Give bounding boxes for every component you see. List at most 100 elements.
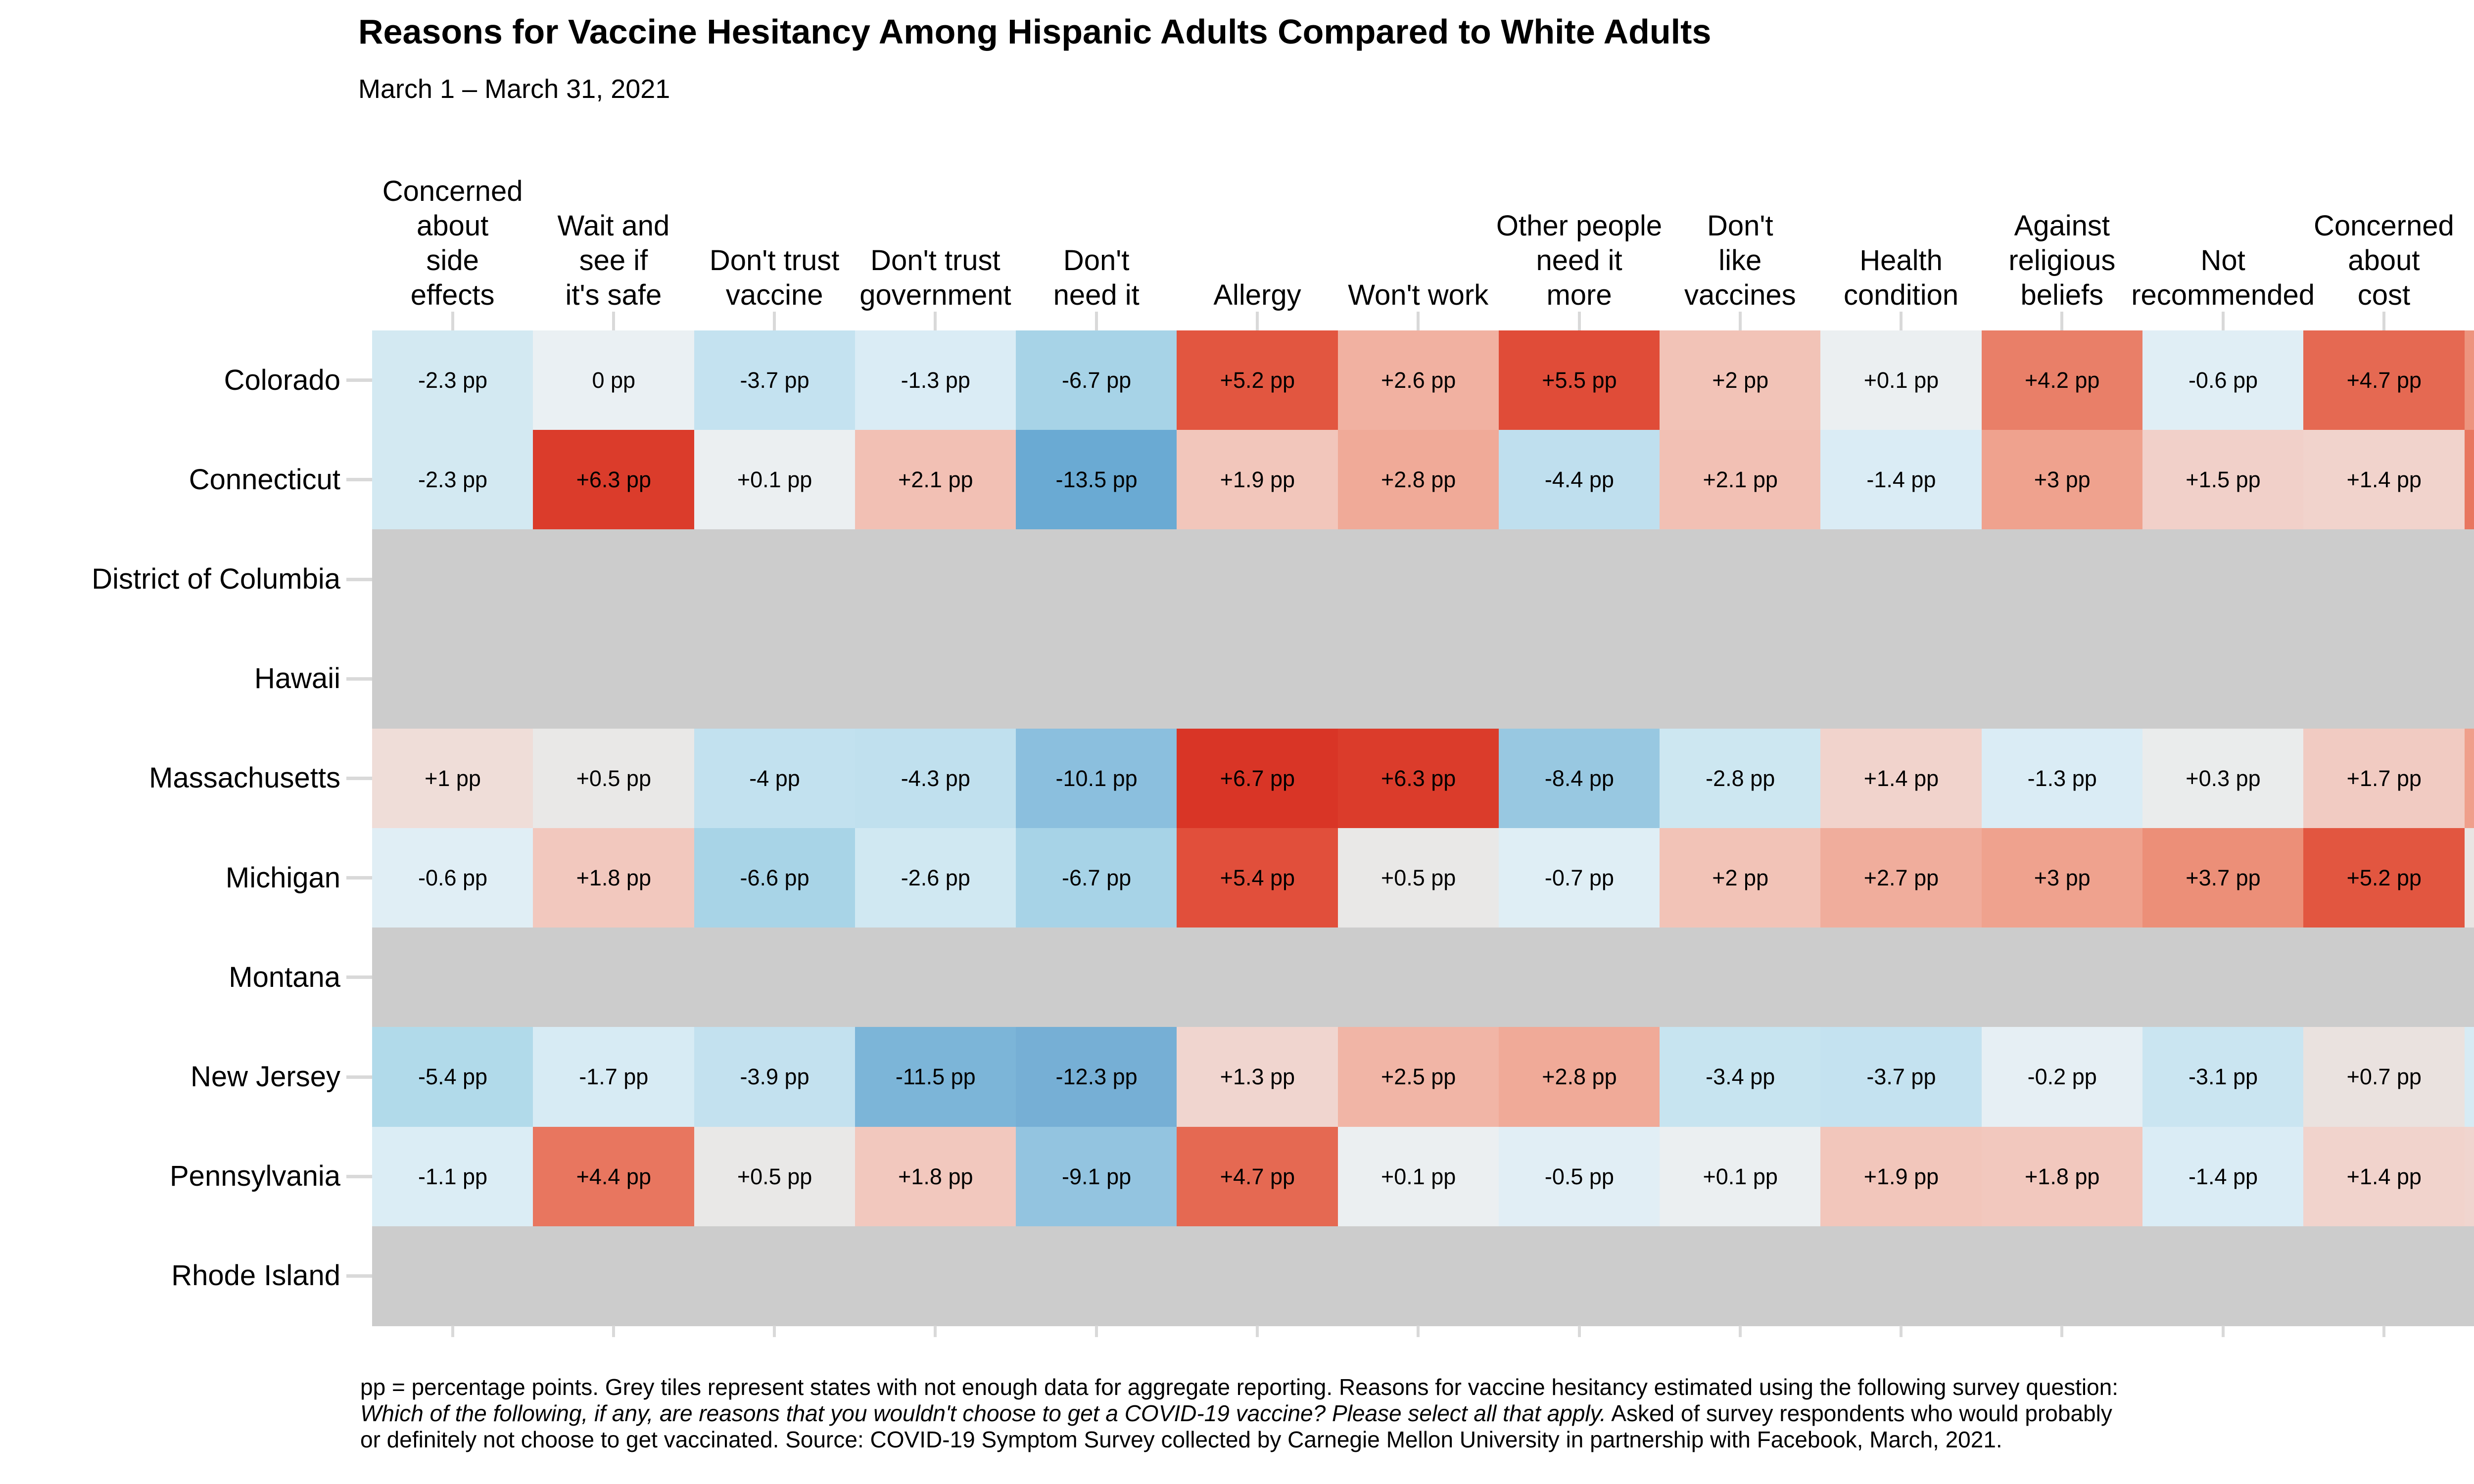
- column-tick-bottom: [451, 1326, 454, 1337]
- heatmap-cell: +3.7 pp: [2142, 828, 2304, 928]
- row-label-hawaii: Hawaii: [254, 662, 340, 695]
- heatmap-cell: [2303, 928, 2465, 1028]
- heatmap-cell: +0.3 pp: [2142, 728, 2304, 829]
- heatmap-cell: -0.2 pp: [1981, 1027, 2143, 1127]
- heatmap-cell: [1981, 529, 2143, 630]
- heatmap-cell: [533, 1226, 695, 1326]
- heatmap-cell: +1.4 pp: [1820, 728, 1982, 829]
- row-tick-left: [346, 975, 372, 979]
- heatmap-cell: [2464, 629, 2474, 729]
- column-tick-bottom: [1900, 1326, 1903, 1337]
- heatmap-cell: +0.6 pp: [2464, 828, 2474, 928]
- column-tick-bottom: [1094, 1326, 1098, 1337]
- column-header-health-condition: Health condition: [1843, 244, 1959, 311]
- heatmap-cell: -10.1 pp: [1016, 728, 1178, 829]
- heatmap-cell: -1.7 pp: [533, 1027, 695, 1127]
- heatmap-cell: +1.8 pp: [855, 1126, 1016, 1227]
- column-header-donttrust-vaccine: Don't trust vaccine: [709, 244, 840, 311]
- heatmap-cell: -12.3 pp: [1016, 1027, 1178, 1127]
- heatmap-cell: +3.5 pp: [2464, 330, 2474, 430]
- heatmap-cell: +3 pp: [1981, 430, 2143, 530]
- heatmap-cell: +5.2 pp: [1177, 330, 1338, 430]
- chart-footnote: pp = percentage points. Grey tiles repre…: [360, 1374, 2474, 1453]
- heatmap-cell: -2.6 pp: [855, 828, 1016, 928]
- row-label-michigan: Michigan: [225, 861, 340, 894]
- heatmap-cell: +2 pp: [1660, 828, 1821, 928]
- heatmap-cell: [533, 529, 695, 630]
- heatmap-cell: -13.5 pp: [1016, 430, 1178, 530]
- heatmap-cell: [2303, 529, 2465, 630]
- column-tick-bottom: [1255, 1326, 1259, 1337]
- heatmap-cell: [2142, 928, 2304, 1028]
- heatmap-cell: [2142, 629, 2304, 729]
- column-tick-bottom: [1417, 1326, 1420, 1337]
- row-tick-left: [346, 876, 372, 880]
- heatmap-cell: [855, 1226, 1016, 1326]
- heatmap-cell: [2303, 629, 2465, 729]
- heatmap-cell: +0.5 pp: [1337, 828, 1499, 928]
- column-tick-bottom: [2382, 1326, 2385, 1337]
- heatmap-cell: -0.5 pp: [1498, 1126, 1660, 1227]
- heatmap-cell: +5.2 pp: [2303, 828, 2465, 928]
- row-label-pennsylvania: Pennsylvania: [170, 1160, 340, 1193]
- footnote-line-2: Which of the following, if any, are reas…: [360, 1400, 2474, 1427]
- column-tick-bottom: [773, 1326, 776, 1337]
- heatmap-cell: [1016, 629, 1178, 729]
- heatmap-cell: -8.4 pp: [1498, 728, 1660, 829]
- heatmap-cell: [1337, 529, 1499, 630]
- heatmap-cell: +1.9 pp: [1177, 430, 1338, 530]
- heatmap-cell: [1016, 928, 1178, 1028]
- heatmap-cell: +5.4 pp: [1177, 828, 1338, 928]
- column-tick-top: [773, 312, 776, 330]
- row-tick-left: [346, 478, 372, 482]
- heatmap-cell: [372, 1226, 534, 1326]
- heatmap-cell: [2142, 529, 2304, 630]
- heatmap-cell: +2.5 pp: [1337, 1027, 1499, 1127]
- heatmap-cell: -6.6 pp: [694, 828, 856, 928]
- heatmap-cell: [1820, 928, 1982, 1028]
- heatmap-cell: [694, 629, 856, 729]
- heatmap-cell: [1177, 928, 1338, 1028]
- heatmap-cell: +1.5 pp: [2142, 430, 2304, 530]
- heatmap-cell: +1.8 pp: [1981, 1126, 2143, 1227]
- heatmap-cell: [694, 529, 856, 630]
- heatmap-cell: [372, 928, 534, 1028]
- row-label-district-of-columbia: District of Columbia: [92, 563, 340, 595]
- column-header-donttrust-government: Don't trust government: [859, 244, 1011, 311]
- column-header-concerned-about-side-effects: Concerned about side effects: [382, 175, 523, 311]
- heatmap-cell: -1.3 pp: [855, 330, 1016, 430]
- column-tick-top: [1094, 312, 1098, 330]
- heatmap-cell: +1.8 pp: [533, 828, 695, 928]
- heatmap-cell: +0.7 pp: [2303, 1027, 2465, 1127]
- heatmap-cell: [1337, 1226, 1499, 1326]
- heatmap-cell: -0.6 pp: [372, 828, 534, 928]
- heatmap-cell: -4 pp: [694, 728, 856, 829]
- heatmap-cell: +4.7 pp: [1177, 1126, 1338, 1227]
- heatmap-cell: [1660, 928, 1821, 1028]
- heatmap-cell: +2 pp: [1660, 330, 1821, 430]
- heatmap-cell: +4.7 pp: [2303, 330, 2465, 430]
- column-header-wontwork: Won't work: [1348, 279, 1489, 311]
- heatmap-cell: [1820, 629, 1982, 729]
- heatmap-cell: [1498, 1226, 1660, 1326]
- column-header-waitand-seeif-itssafe: Wait and see if it's safe: [557, 210, 670, 311]
- column-tick-bottom: [612, 1326, 615, 1337]
- footnote-survey-question-italic: Which of the following, if any, are reas…: [360, 1400, 1607, 1426]
- heatmap-cell: [1660, 529, 1821, 630]
- column-header-concerned-about-cost: Concerned about cost: [2314, 210, 2454, 311]
- heatmap-cell: +1.9 pp: [1820, 1126, 1982, 1227]
- heatmap-cell: [1177, 529, 1338, 630]
- heatmap-cell: -11.5 pp: [855, 1027, 1016, 1127]
- row-label-montana: Montana: [229, 961, 340, 993]
- footnote-line-3: or definitely not choose to get vaccinat…: [360, 1427, 2002, 1452]
- row-label-new-jersey: New Jersey: [190, 1061, 340, 1093]
- heatmap-cell: +1.3 pp: [2464, 1126, 2474, 1227]
- heatmap-cell: [1498, 928, 1660, 1028]
- heatmap-cell: +4.4 pp: [2464, 430, 2474, 530]
- column-tick-top: [1738, 312, 1742, 330]
- heatmap-cell: +1 pp: [372, 728, 534, 829]
- heatmap-cell: +0.1 pp: [694, 430, 856, 530]
- heatmap-cell: +0.5 pp: [533, 728, 695, 829]
- column-header-allergy: Allergy: [1213, 279, 1301, 311]
- column-tick-top: [1900, 312, 1903, 330]
